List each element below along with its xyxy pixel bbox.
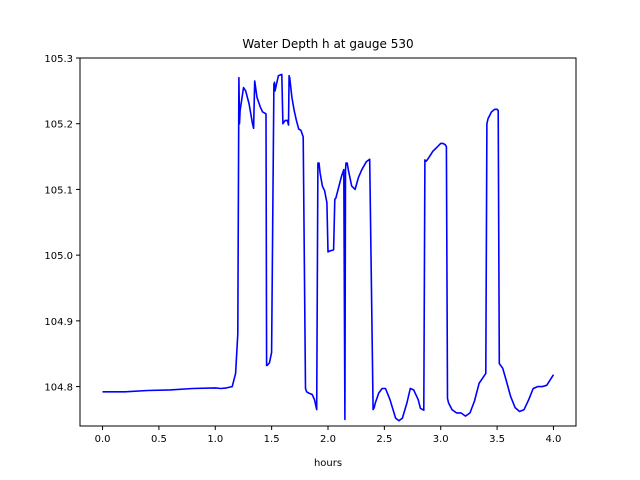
x-tick-label: 2.0 <box>320 434 336 445</box>
x-tick-label: 0.5 <box>151 434 167 445</box>
y-tick-label: 105.3 <box>44 54 73 65</box>
x-tick-label: 3.5 <box>489 434 505 445</box>
x-tick-label: 3.0 <box>433 434 449 445</box>
plot-frame <box>79 57 577 427</box>
series-line-0 <box>102 73 555 422</box>
x-tick-label: 4.0 <box>546 434 562 445</box>
x-tick-label: 1.5 <box>264 434 280 445</box>
x-axis-label: hours <box>314 458 342 469</box>
x-tick-label: 0.0 <box>95 434 111 445</box>
y-tick-label: 104.8 <box>44 383 73 394</box>
chart-title: Water Depth h at gauge 530 <box>242 37 413 51</box>
y-tick-label: 105.2 <box>44 120 73 131</box>
y-tick-label: 104.9 <box>44 317 73 328</box>
y-tick-label: 105.1 <box>44 185 73 196</box>
y-tick-label: 105.0 <box>44 251 73 262</box>
x-tick-label: 2.5 <box>376 434 392 445</box>
ticks-layer: 0.0 0.5 1.0 1.5 2.0 2.5 3.0 3.5 4.0 104.8 104.9 105… <box>44 54 561 445</box>
x-tick-label: 1.0 <box>207 434 223 445</box>
plot-layer <box>102 73 555 422</box>
